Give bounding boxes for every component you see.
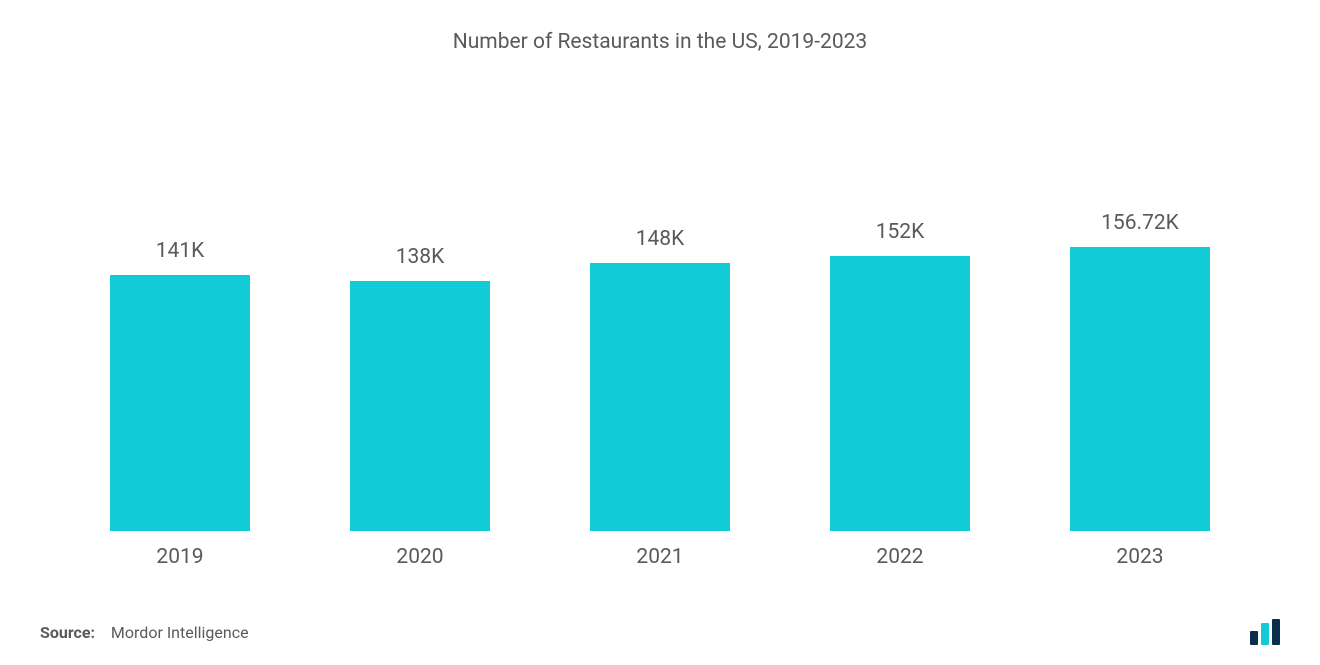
logo-bar: [1261, 623, 1269, 645]
bar-group: 141K 2019: [60, 94, 300, 569]
bar-group: 138K 2020: [300, 94, 540, 569]
bar-category-label: 2020: [396, 545, 443, 569]
chart-footer: Source: Mordor Intelligence: [40, 589, 1280, 645]
brand-logo-icon: [1250, 619, 1280, 645]
bar-chart: 141K 2019 138K 2020 148K 2021 152K 2022 156.72K 2…: [40, 94, 1280, 589]
bar-group: 148K 2021: [540, 94, 780, 569]
bar: [110, 275, 250, 531]
bar: [830, 256, 970, 532]
logo-bar: [1250, 631, 1258, 645]
bar-value-label: 141K: [156, 239, 205, 263]
bar-category-label: 2021: [636, 545, 683, 569]
bar-category-label: 2023: [1116, 545, 1163, 569]
bar-value-label: 152K: [876, 220, 925, 244]
bar-value-label: 156.72K: [1101, 211, 1179, 235]
bar-value-label: 138K: [396, 245, 445, 269]
bar: [1070, 247, 1210, 531]
chart-title: Number of Restaurants in the US, 2019-20…: [40, 30, 1280, 54]
bar-category-label: 2022: [876, 545, 923, 569]
bar-category-label: 2019: [156, 545, 203, 569]
bar: [350, 281, 490, 531]
bar-group: 152K 2022: [780, 94, 1020, 569]
source-label: Source:: [40, 623, 95, 642]
logo-bar: [1272, 619, 1280, 645]
bar-value-label: 148K: [636, 227, 685, 251]
bar: [590, 263, 730, 531]
source-line: Source: Mordor Intelligence: [40, 623, 249, 642]
source-value: Mordor Intelligence: [111, 623, 249, 642]
bar-group: 156.72K 2023: [1020, 94, 1260, 569]
